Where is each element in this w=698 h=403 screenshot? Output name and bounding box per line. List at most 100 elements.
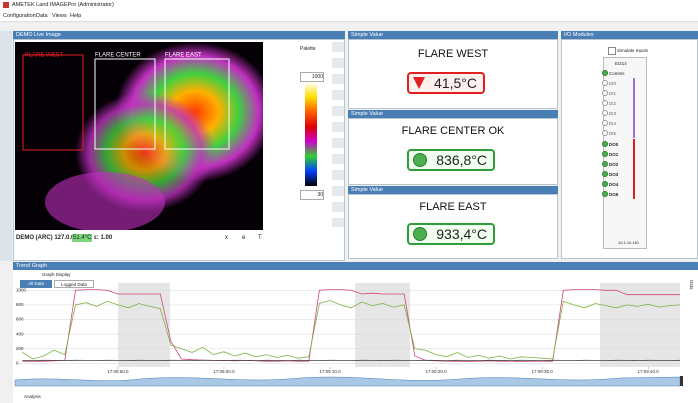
io-row: DO5 [602,190,619,199]
io-bar [633,78,635,138]
y-tick-label: 400 [16,331,24,336]
y-tick-label: 1000 [16,287,27,292]
value-text: 933,4°C [436,226,487,242]
app-icon [3,2,9,8]
panel-header: Simple Value [348,31,558,39]
io-label: DO5 [609,192,619,197]
region-label: FLARE EAST [165,53,202,59]
series-line [22,300,681,360]
io-led [602,90,608,96]
comms-label: Comms [609,71,625,76]
value-text: 836,8°C [436,152,487,168]
x-tick-label: 17:09:40.0 [638,369,660,374]
simulate-label: Simulate Inputs [617,48,649,53]
value-text: 41,5°C [434,75,477,91]
panel-header: Trend Graph [13,262,698,270]
menu-item[interactable]: Data [36,13,48,19]
comms-row: Comms [602,69,625,78]
menu-item[interactable]: Configuration [3,13,36,19]
io-row: DI5 [602,129,617,138]
panel-header: Simple Value [348,186,558,194]
coord-label: x [225,235,228,241]
io-bar [633,139,635,199]
source-label: DEMO (ARC) 127.0.0.1 [16,235,80,241]
io-led [602,151,608,157]
series-line [22,289,680,362]
io-row: DO4 [602,180,619,189]
io-led [602,120,608,126]
title-bar: AMETEK Land IMAGEPro (Administrator) [0,0,698,11]
io-label: DO4 [609,182,619,187]
menu-item[interactable]: Help [70,13,82,19]
coord-label: T [258,235,262,241]
io-label: DI1 [609,91,617,96]
alarm-icon [413,77,425,89]
y-tick-label: 0 [16,361,19,366]
panel-header: I/O Modules [561,31,698,39]
io-row: DO3 [602,170,618,179]
logged-data-button[interactable]: Logged Data [54,280,94,288]
io-row: DI0 [602,79,617,88]
region-label: FLARE WEST [25,53,64,59]
all-data-button[interactable]: All Data [20,280,52,288]
palette-title: Palette [300,46,316,52]
value-panel: FLARE EAST 933,4°C [348,194,558,259]
io-led [602,100,608,106]
y-tick-label: 200 [16,346,24,351]
io-led [602,181,608,187]
analysis-label[interactable]: Analysis [24,394,41,399]
x-tick-label: 17:09:20.0 [425,369,447,374]
io-led [602,80,608,86]
tool-column[interactable] [332,42,344,227]
module-card [603,57,647,249]
io-led [602,110,608,116]
value-box: 836,8°C [407,149,495,171]
io-led [602,130,608,136]
panel-header: DEMO Live Image [13,31,345,39]
ok-icon [413,153,427,167]
io-label: DI5 [609,131,617,136]
x-tick-label: 17:09:30.0 [531,369,553,374]
emissivity: ε: 1.00 [94,235,113,241]
value-name: FLARE WEST [417,48,489,60]
side-strip [0,31,12,261]
io-label: DI2 [609,101,617,106]
y-tick-label: 600 [16,317,24,322]
ok-icon [413,227,427,241]
io-label: DI3 [609,111,617,116]
y-tick-label: 800 [16,302,24,307]
io-led [602,191,608,197]
module-name: EI214 [615,61,627,66]
window-title: AMETEK Land IMAGEPro (Administrator) [12,2,114,8]
io-label: DI0 [609,81,617,86]
x-tick-label: 17:09:00.0 [213,369,235,374]
io-label: DO1 [609,152,619,157]
graph-display-label: Graph Display [42,272,71,277]
value-name: FLARE CENTER OK [401,125,505,137]
io-led [602,161,608,167]
value-name: FLARE EAST [419,201,487,213]
io-led [602,141,608,147]
palette-min[interactable]: 30 [300,190,324,200]
spot-temperature: 51.4°C [72,234,93,242]
value-box: 41,5°C [407,72,485,94]
region-label: FLARE CENTER [95,53,141,59]
value-panel: FLARE CENTER OK 836,8°C [348,118,558,185]
data-side-label[interactable]: Data [689,280,694,290]
io-label: DO0 [609,142,619,147]
io-led [602,171,608,177]
io-row: DI2 [602,99,617,108]
io-label: DO2 [609,162,619,167]
panel-header: Simple Value [348,110,558,118]
io-row: DI4 [602,119,616,128]
checkbox[interactable] [608,47,616,55]
io-row: DO2 [602,160,619,169]
palette-bar [305,82,317,186]
io-row: DI3 [602,109,617,118]
io-row: DI1 [602,89,617,98]
palette-max[interactable]: 1000 [300,72,324,82]
io-row: DO0 [602,140,619,149]
menu-item[interactable]: Views [52,13,67,19]
